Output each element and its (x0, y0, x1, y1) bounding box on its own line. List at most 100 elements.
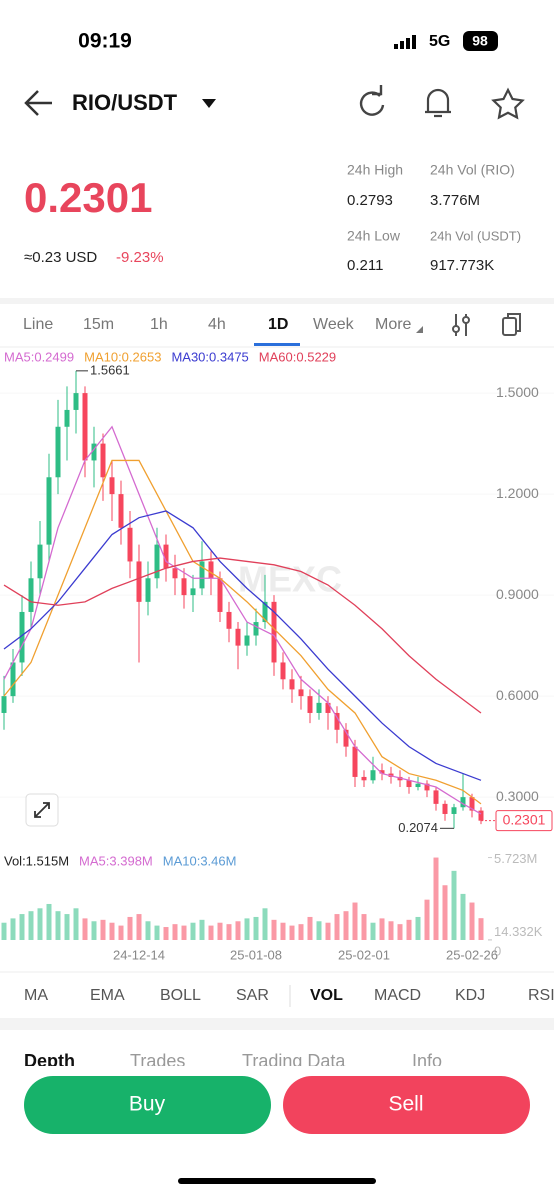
stat-label: 24h Vol (RIO) (430, 162, 515, 178)
timeframe-tab[interactable]: 15m (83, 316, 114, 333)
indicator-tab[interactable]: MA (24, 987, 48, 1004)
timeframe-tab[interactable]: More (375, 316, 412, 333)
low-label: 0.2074 (398, 820, 438, 835)
timeframe-tab[interactable]: Line (23, 316, 53, 333)
y-tick-label: 0.3000 (496, 788, 539, 804)
candle-body (424, 783, 430, 791)
candle-body (334, 712, 340, 730)
x-tick-label: 25-02-26 (446, 947, 498, 962)
indicator-tab[interactable]: BOLL (160, 987, 201, 1004)
stat-value: 917.773K (430, 257, 494, 274)
refresh-icon[interactable] (359, 85, 385, 116)
pair-title[interactable]: RIO/USDT (72, 90, 178, 115)
candle-body (415, 783, 421, 788)
ma-line (3, 557, 482, 714)
candle-body (28, 578, 34, 612)
stat-label: 24h High (347, 162, 403, 178)
buy-label[interactable]: Buy (129, 1093, 166, 1116)
favorite-icon[interactable] (491, 87, 525, 120)
home-indicator (178, 1178, 376, 1184)
stat-value: 3.776M (430, 192, 480, 209)
indicator-tab[interactable]: KDJ (455, 987, 485, 1004)
candle-body (55, 426, 61, 478)
volume-bar (253, 916, 259, 940)
pair-caret[interactable] (202, 99, 216, 108)
candle-body (199, 561, 205, 589)
candle-body (379, 770, 385, 774)
candle-body (91, 443, 97, 461)
candle-body (235, 628, 241, 646)
ma-legend: MA5:0.2499 (4, 349, 74, 364)
sell-label[interactable]: Sell (388, 1093, 423, 1116)
stat-label: 24h Low (347, 228, 401, 244)
timeframe-tab[interactable]: 1D (268, 316, 288, 333)
clock: 09:19 (78, 30, 132, 53)
volume-bar (478, 918, 484, 940)
volume-bar (163, 927, 169, 940)
candle-body (226, 611, 232, 629)
section-tab[interactable]: Trading Data (242, 1051, 346, 1071)
section-tab[interactable]: Info (412, 1051, 442, 1071)
volume-bar (55, 911, 61, 940)
battery-level: 98 (472, 33, 488, 49)
last-price: 0.2301 (24, 174, 152, 221)
indicator-tab[interactable]: VOL (310, 987, 343, 1004)
sell-button[interactable] (283, 1076, 530, 1134)
volume-bar (307, 916, 313, 940)
volume-bar (280, 922, 286, 940)
candle-body (442, 803, 448, 814)
candle-body (316, 702, 322, 713)
candle-body (451, 807, 457, 814)
candle-body (460, 797, 466, 808)
timeframe-tab[interactable]: 4h (208, 316, 226, 333)
candle-body (1, 696, 7, 713)
last-price-label: 0.2301 (503, 811, 546, 827)
indicator-tab[interactable]: EMA (90, 987, 125, 1004)
candle-body (154, 544, 160, 579)
volume-bar (379, 918, 385, 940)
indicator-tab[interactable]: RSI (528, 987, 554, 1004)
candle-body (109, 477, 115, 495)
volume-bar (127, 916, 133, 940)
ma-line (3, 459, 482, 805)
volume-bar (217, 922, 223, 940)
candle-body (118, 494, 124, 528)
stat-label: 24h Vol (USDT) (430, 228, 521, 243)
expand-icon[interactable] (34, 802, 50, 818)
indicator-tab[interactable]: SAR (236, 987, 269, 1004)
volume-bar (172, 924, 178, 940)
volume-bar (28, 911, 34, 940)
volume-bar (271, 919, 277, 940)
candle-body (343, 729, 349, 747)
x-tick-label: 24-12-14 (113, 947, 165, 962)
buy-button[interactable] (24, 1076, 271, 1134)
volume-bar (361, 914, 367, 940)
timeframe-tab[interactable]: Week (313, 316, 355, 333)
volume-bar (118, 925, 124, 940)
layout-icon[interactable] (502, 313, 521, 336)
candle-body (64, 409, 70, 427)
volume-bar (334, 914, 340, 940)
candle-body (172, 568, 178, 579)
ma-line (3, 510, 482, 781)
candle-body (325, 702, 331, 713)
candle-body (307, 696, 313, 713)
section-tab[interactable]: Depth (24, 1051, 75, 1071)
timeframe-tab[interactable]: 1h (150, 316, 168, 333)
volume-bar (316, 921, 322, 940)
alert-icon[interactable] (425, 88, 451, 118)
volume-bar (190, 922, 196, 940)
active-underline (254, 343, 300, 346)
usd-price: ≈0.23 USD (24, 249, 97, 266)
stat-value: 0.211 (347, 257, 383, 274)
section-tab[interactable]: Trades (130, 1051, 185, 1071)
volume-tick-label: 14.332K (494, 924, 543, 939)
divider (0, 1018, 554, 1030)
volume-bar (91, 921, 97, 940)
ma-legend: MA10:0.2653 (84, 349, 161, 364)
volume-bar (262, 908, 268, 940)
settings-icon[interactable] (452, 314, 470, 336)
indicator-tab[interactable]: MACD (374, 987, 421, 1004)
back-button[interactable] (24, 90, 52, 116)
